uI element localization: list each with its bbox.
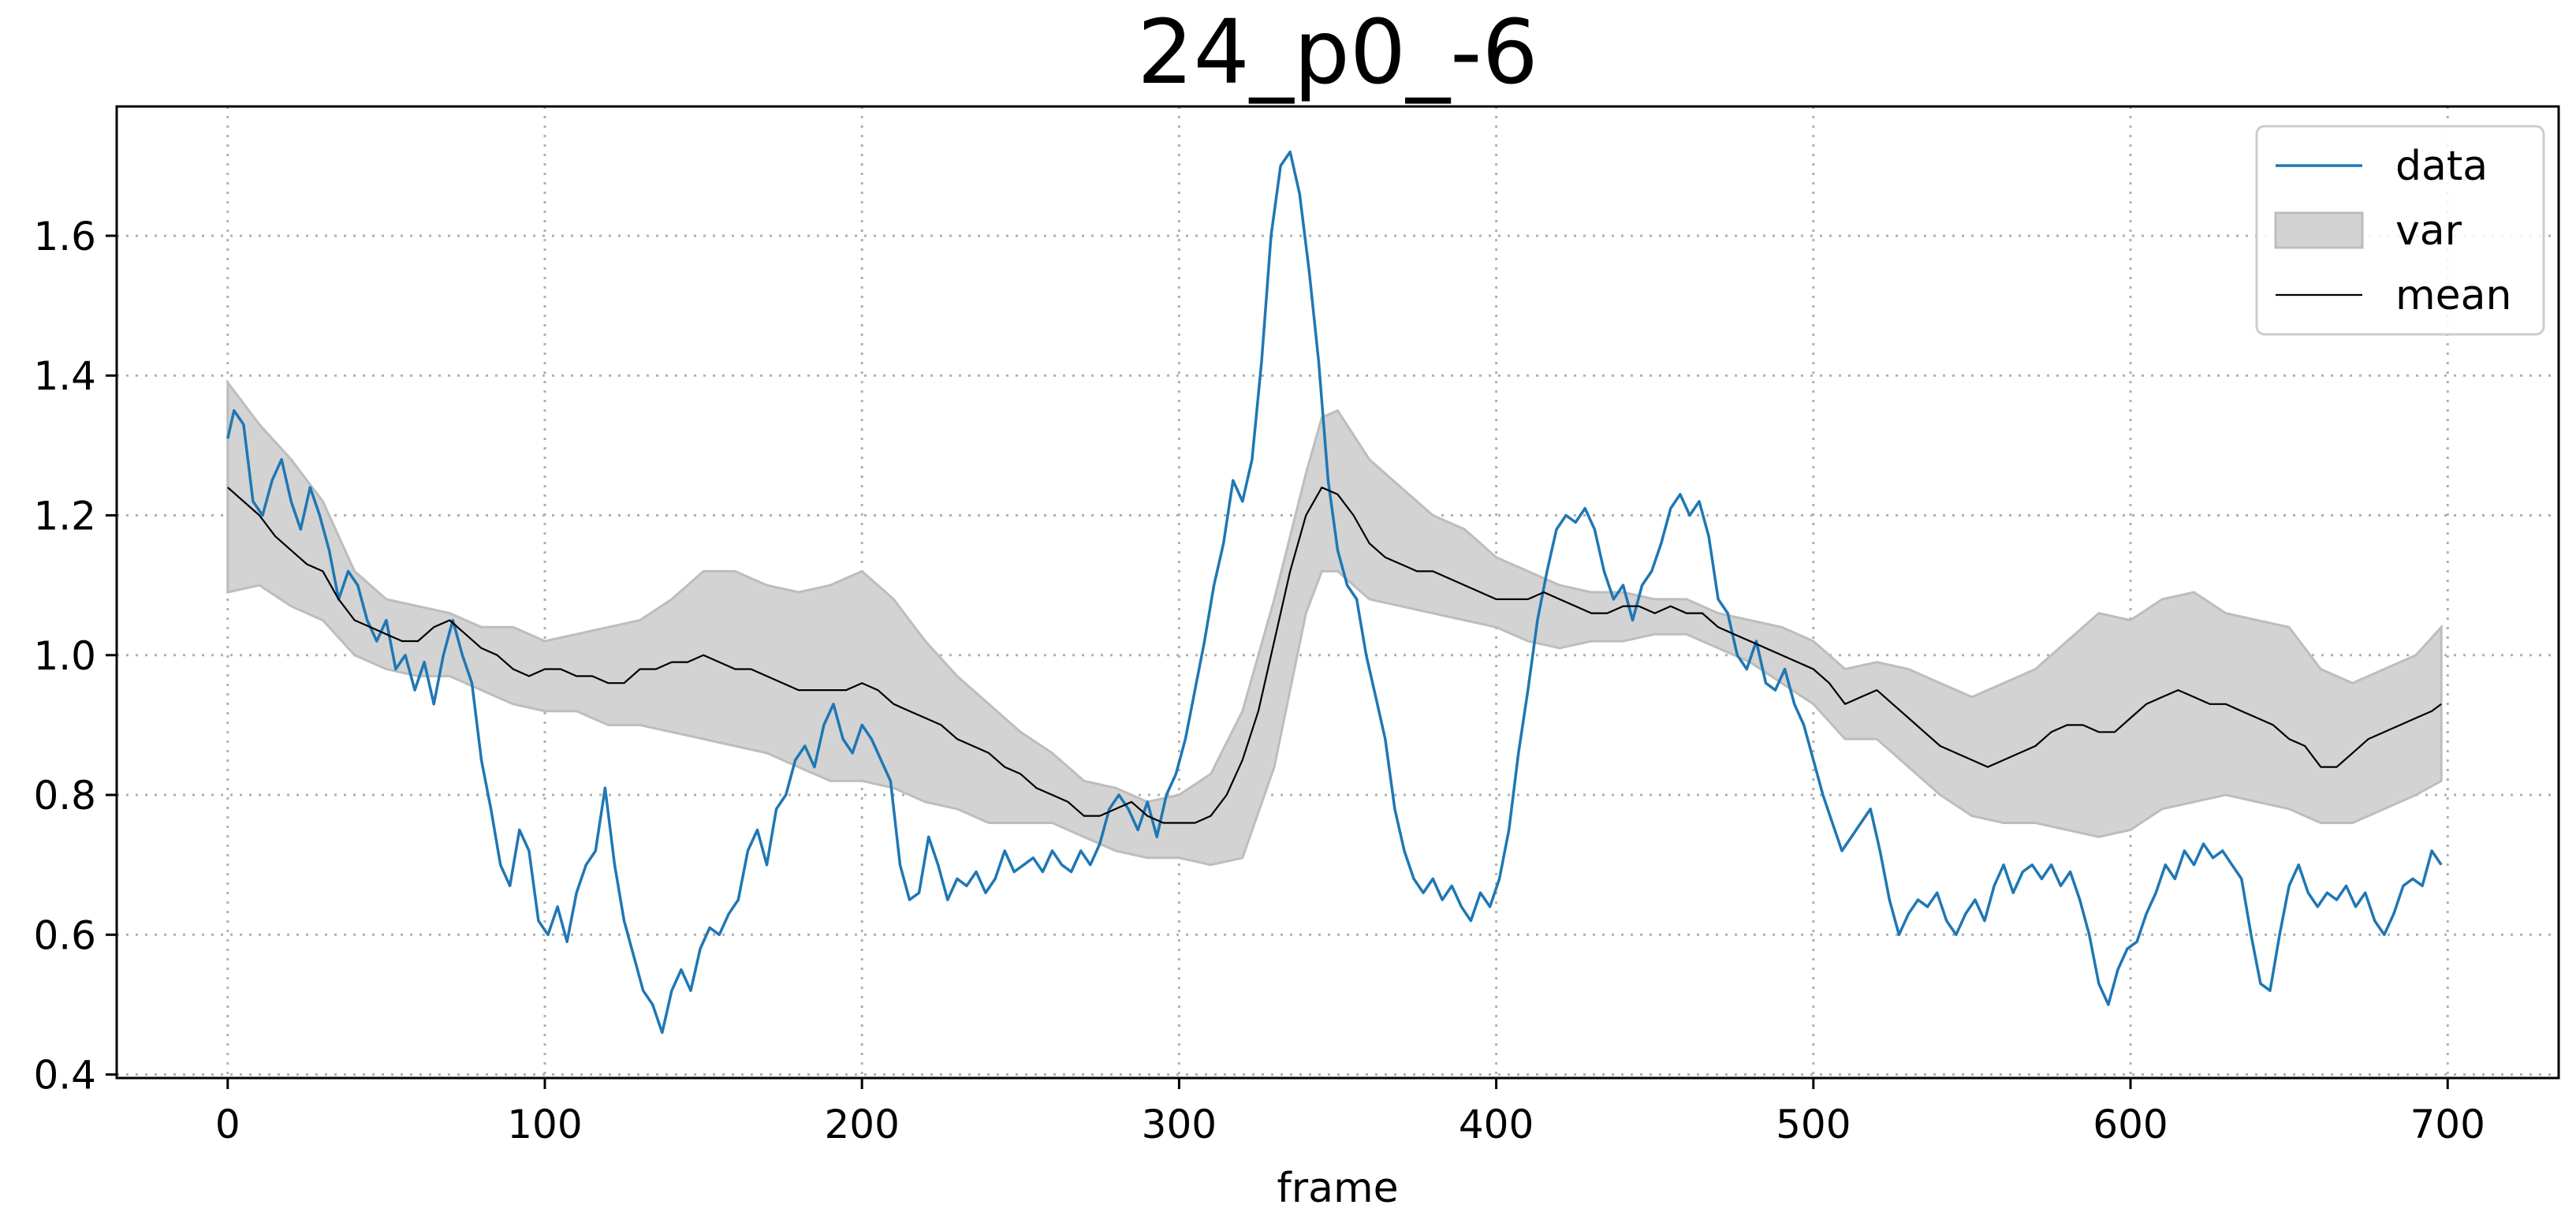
series-line-mean bbox=[227, 486, 2442, 824]
y-tick-label: 1.2 bbox=[33, 494, 96, 539]
y-tick-label: 1.0 bbox=[33, 633, 96, 679]
x-axis-label: frame bbox=[1277, 1165, 1398, 1212]
x-tick-label: 400 bbox=[1459, 1102, 1534, 1147]
legend-label-mean: mean bbox=[2395, 272, 2511, 319]
y-tick-label: 1.4 bbox=[33, 353, 96, 399]
y-tick-label: 0.6 bbox=[33, 912, 96, 958]
x-tick-label: 500 bbox=[1776, 1102, 1851, 1147]
y-tick-label: 0.8 bbox=[33, 773, 96, 819]
ticks: 0 100 200 300 400 500 600 700 0.4 0.6 0.8 1.0 1.2 1.4… bbox=[33, 214, 2485, 1147]
series-line-data bbox=[226, 150, 2443, 1035]
y-tick-label: 0.4 bbox=[33, 1053, 96, 1099]
var-band bbox=[226, 379, 2443, 867]
chart-title: 24_p0_-6 bbox=[1137, 2, 1538, 104]
legend-label-data: data bbox=[2395, 143, 2488, 190]
y-tick-label: 1.6 bbox=[33, 214, 96, 259]
x-tick-label: 600 bbox=[2093, 1102, 2168, 1147]
legend: data var mean bbox=[2255, 125, 2545, 336]
x-tick-label: 200 bbox=[824, 1102, 899, 1147]
x-tick-label: 0 bbox=[215, 1102, 240, 1147]
x-tick-label: 100 bbox=[507, 1102, 582, 1147]
plot-frame bbox=[115, 105, 2560, 1080]
legend-swatch-var bbox=[2274, 211, 2364, 249]
series-layer bbox=[226, 150, 2443, 1035]
var-band-layer bbox=[226, 379, 2443, 867]
x-tick-label: 300 bbox=[1142, 1102, 1217, 1147]
legend-label-var: var bbox=[2395, 207, 2462, 255]
x-tick-label: 700 bbox=[2410, 1102, 2485, 1147]
legend-box bbox=[2255, 125, 2545, 336]
